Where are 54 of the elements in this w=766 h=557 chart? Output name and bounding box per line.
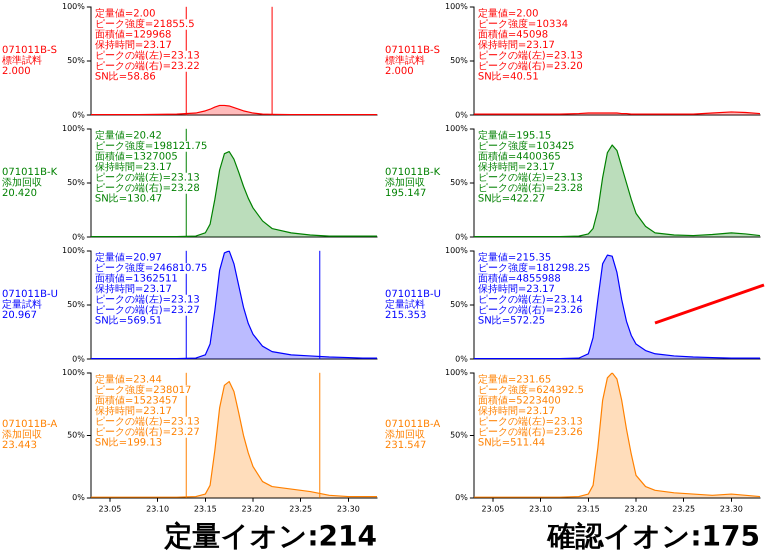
y-tick-label: 100% (62, 246, 86, 255)
annotation: 定量値=23.44 ピーク強度=238017 面積値=1523457 保持時間=23.17 ピークの端(左)=23.13 ピークの端(右)=23.27 SN比=199.13 (94, 373, 200, 448)
x-tick-label: 23.15 (194, 504, 217, 514)
annotation: 定量値=20.97 ピーク強度=246810.75 面積値=1362511 保持時間=23.17 ピークの端(左)=23.13 ピークの端(右)=23.27 SN比=569.51 (94, 251, 208, 326)
text: 071011B-U 定量試料 20.967 (2, 288, 58, 321)
y-tick-label: 0% (455, 354, 468, 364)
annotation: 定量値=215.35 ピーク強度=181298.25 面積値=4855988 保持時間=23.17 ピークの端(左)=23.14 ピークの端(右)=23.26 SN比=572.25 (478, 251, 590, 326)
y-tick-label: 0% (455, 110, 468, 120)
text: 071011B-A 添加回収 231.547 (385, 419, 440, 452)
y-tick-label: 50% (67, 430, 86, 440)
y-tick-label: 50% (450, 178, 468, 188)
x-tick-label: 23.15 (576, 504, 600, 514)
y-tick-label: 50% (67, 178, 86, 188)
y-tick-label: 50% (67, 56, 86, 66)
y-tick-label: 100% (444, 124, 468, 133)
y-tick-label: 0% (72, 110, 86, 120)
y-tick-label: 100% (444, 368, 468, 377)
x-tick-label: 23.30 (336, 504, 360, 514)
y-tick-label: 0% (455, 232, 468, 242)
text: 071011B-U 定量試料 215.353 (385, 288, 441, 321)
y-tick-label: 100% (62, 368, 86, 377)
y-tick-label: 0% (455, 492, 468, 502)
x-tick-label: 23.30 (720, 504, 743, 514)
y-tick-label: 0% (72, 232, 86, 242)
text: 071011B-K 添加回収 195.147 (385, 166, 441, 199)
annotation: 定量値=20.42 ピーク強度=198121.75 面積値=1327005 保持時間=23.17 ピークの端(左)=23.13 ピークの端(右)=23.28 SN比=130.47 (94, 129, 208, 204)
annotation: 定量値=2.00 ピーク強度=21855.5 面積値=129968 保持時間=23.17 ピークの端(左)=23.13 ピークの端(右)=23.22 SN比=58.86 (94, 7, 200, 82)
x-tick-label: 23.05 (481, 504, 504, 514)
y-tick-label: 50% (450, 430, 468, 440)
y-tick-label: 0% (72, 492, 86, 502)
x-tick-label: 23.10 (529, 504, 552, 514)
text: 071011B-K 添加回収 20.420 (2, 166, 58, 199)
y-tick-label: 0% (72, 354, 86, 364)
annotation: 定量値=2.00 ピーク強度=10334 面積値=45098 保持時間=23.17 ピークの端(左)=23.13 ピークの端(右)=23.20 SN比=40.51 (478, 7, 583, 82)
x-tick-label: 23.10 (146, 504, 170, 514)
x-tick-label: 23.20 (242, 504, 264, 514)
annotation: 定量値=195.15 ピーク強度=103425 面積値=4400365 保持時間=23.17 ピークの端(左)=23.13 ピークの端(右)=23.28 SN比=422.27 (478, 129, 583, 204)
y-tick-label: 100% (62, 2, 86, 11)
x-tick-label: 23.25 (289, 504, 312, 514)
x-tick-label: 23.25 (672, 504, 696, 514)
y-tick-label: 100% (444, 2, 468, 11)
y-tick-label: 50% (67, 300, 86, 310)
text: 071011B-S 標準試料 2.000 (385, 44, 440, 77)
y-tick-label: 50% (450, 300, 468, 310)
y-tick-label: 50% (450, 56, 468, 66)
y-tick-label: 100% (444, 246, 468, 255)
x-axis-title: 定量イオン:214 (163, 519, 377, 552)
text: 071011B-S 標準試料 2.000 (2, 44, 57, 77)
text: 071011B-A 添加回収 23.443 (2, 419, 58, 452)
x-axis-title: 確認イオン:175 (546, 519, 760, 552)
y-tick-label: 100% (62, 124, 86, 133)
x-tick-label: 23.20 (624, 504, 648, 514)
annotation: 定量値=231.65 ピーク強度=624392.5 面積値=5223400 保持時間=23.17 ピークの端(左)=23.13 ピークの端(右)=23.26 SN比=511.44 (478, 373, 584, 448)
x-tick-label: 23.05 (98, 504, 122, 514)
